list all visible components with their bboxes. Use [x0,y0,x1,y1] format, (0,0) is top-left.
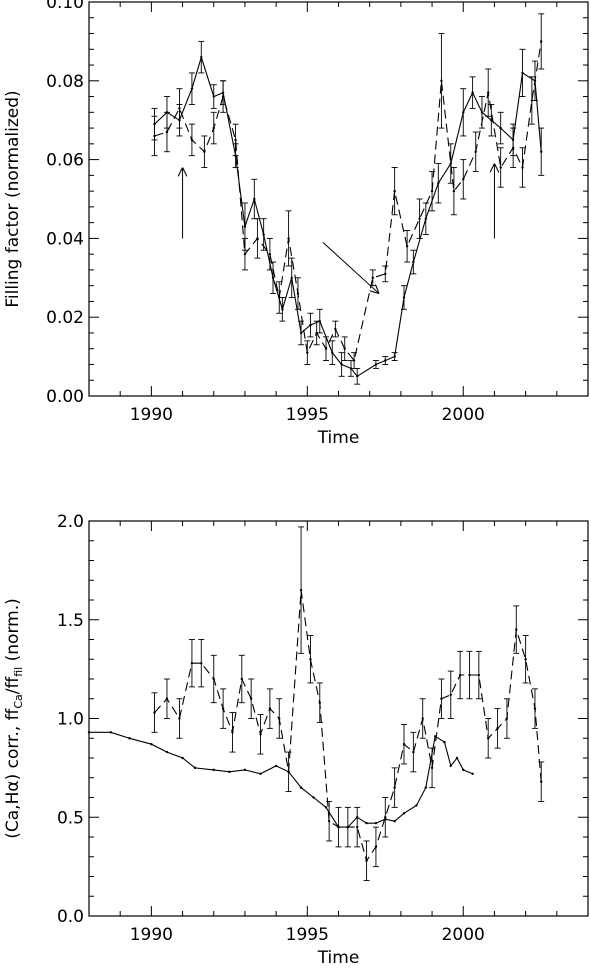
bottom-series-solid-point [415,804,418,807]
bottom-y-tick-label: 1.5 [57,611,84,631]
bottom-series-solid-point [365,821,368,825]
bottom-series-solid-point [181,756,184,760]
bottom-y-tick-label: 2.0 [57,512,84,532]
top-x-axis-label: Time [317,428,360,448]
bottom-y-axis-label: (Ca,Hα) corr., ffCa/fffil (norm.) [3,598,25,839]
bottom-y-tick-label: 0.0 [57,907,84,927]
bottom-series-solid-point [299,786,303,789]
top-y-tick-label: 0.02 [46,308,84,328]
bottom-series-solid-point [312,796,315,799]
bottom-x-axis-label: Time [317,948,360,968]
bottom-series-solid-point [128,737,131,740]
bottom-y-tick-label: 0.5 [57,808,84,828]
bottom-plot-frame [88,520,589,917]
bottom-panel: 1990 1995 2000 0.0 0.5 1.0 1.5 2.0 Time (Ca,Hα) c… [3,512,589,968]
bottom-series-solid-point [374,821,378,825]
bottom-x-tick-label: 1990 [130,925,173,945]
bottom-series-solid-point [455,756,459,760]
bottom-series-solid-point [228,770,231,774]
bottom-x-tick-label: 1995 [286,925,329,945]
top-y-tick-label: 0.00 [46,387,84,407]
top-x-tick-label: 1995 [286,405,329,425]
bottom-series-solid-point [259,772,262,775]
bottom-series-solid-point [443,741,446,744]
top-panel: 1990 1995 2000 0.00 0.02 0.04 0.06 0.08 0.10 Time… [3,0,589,448]
bottom-series-solid-point [243,768,247,772]
top-series-solid-line [154,55,542,378]
top-x-tick-label: 1990 [130,405,173,425]
bottom-series-solid-point [150,742,153,746]
top-y-tick-label: 0.04 [46,229,84,249]
bottom-series-dashed-line [154,590,542,862]
bottom-y-tick-label: 1.0 [57,710,84,730]
bottom-series-solid-point [471,772,474,775]
bottom-series-solid-point [462,768,465,772]
top-y-tick-label: 0.06 [46,151,84,171]
top-y-tick-label: 0.10 [46,0,84,13]
bottom-series-solid-line [89,731,473,828]
y-axis-label-part: (Ca,Hα) corr., ff [3,707,23,838]
top-plot-frame [88,1,589,397]
bottom-x-tick-label: 2000 [442,925,485,945]
top-x-tick-label: 2000 [442,405,485,425]
top-y-axis-label: Filling factor (normalized) [3,90,23,307]
bottom-series-solid-point [402,812,406,815]
bottom-series-solid-point [165,750,169,754]
top-annotation-arrow [322,241,379,293]
bottom-series-solid-point [87,731,91,734]
top-series-dashed-line [154,41,542,362]
bottom-series-solid-point [212,768,215,772]
y-axis-label-part: (norm.) [3,598,23,667]
bottom-series-solid-point [324,806,328,809]
bottom-series-solid-point [393,820,396,823]
bottom-series-solid-point [109,731,113,734]
bottom-series-solid-point [424,786,428,789]
bottom-series-solid-point [274,764,278,768]
bottom-series-solid-point [449,764,452,768]
y-axis-label-subscript: fil [12,667,25,677]
bottom-series-solid-point [193,766,197,770]
y-axis-label-part: /ff [3,675,23,694]
top-y-tick-label: 0.08 [46,72,84,92]
y-axis-label-subscript: Ca [12,694,25,708]
